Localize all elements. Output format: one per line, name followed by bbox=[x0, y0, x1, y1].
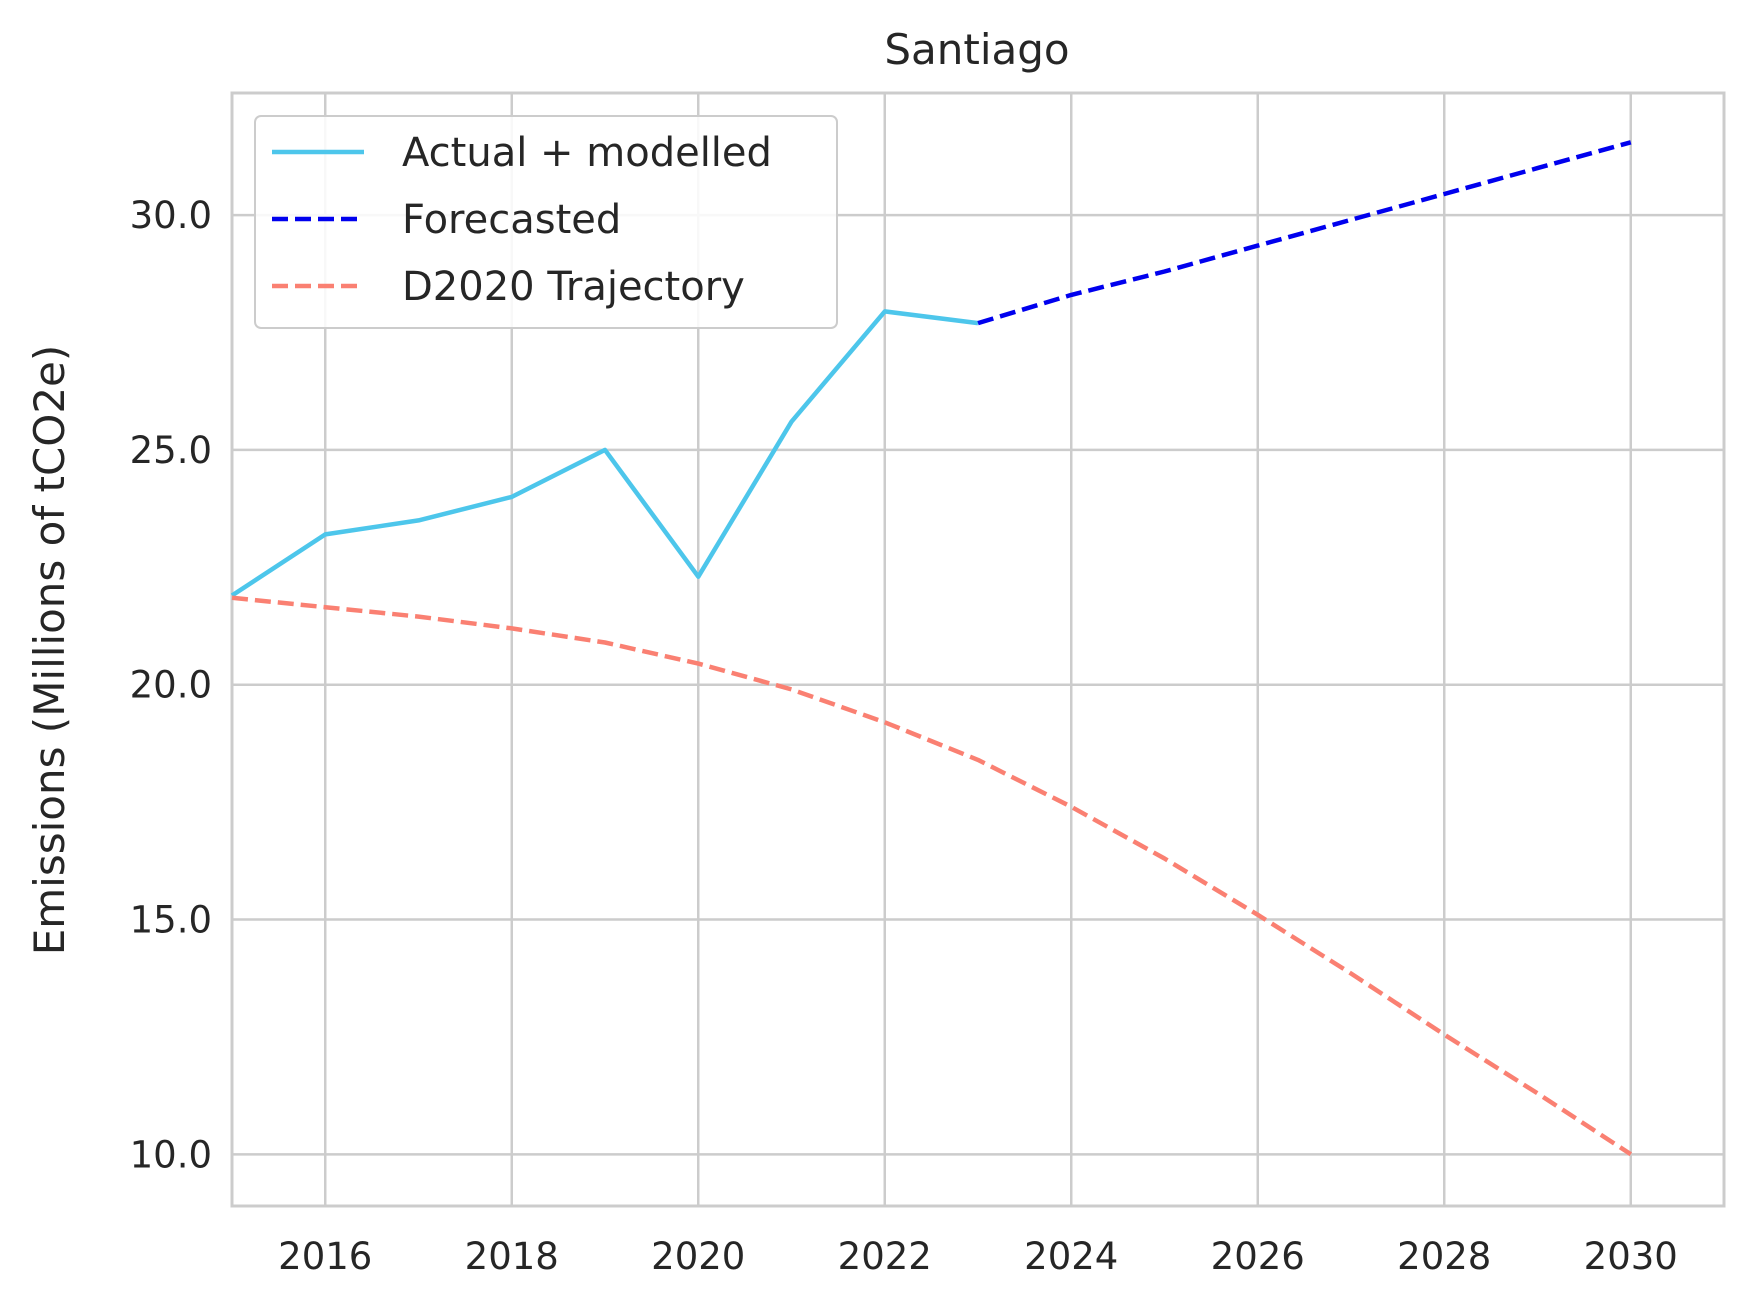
chart-title: Santiago bbox=[884, 25, 1069, 74]
series-line-3 bbox=[231, 595, 1633, 1157]
y-tick-label: 10.0 bbox=[130, 1133, 212, 1176]
x-tick-label: 2022 bbox=[838, 1235, 932, 1278]
x-axis-ticks: 2016 2018 2020 2022 2024 2026 2028 2030 bbox=[278, 1235, 1678, 1278]
x-tick-label: 2018 bbox=[465, 1235, 559, 1278]
y-tick-label: 15.0 bbox=[130, 899, 212, 942]
y-axis-label: Emissions (Millions of tCO2e) bbox=[25, 345, 74, 956]
y-axis-ticks: 10.0 15.0 20.0 25.0 30.0 bbox=[130, 194, 212, 1176]
x-tick-label: 2016 bbox=[278, 1235, 372, 1278]
plot-frame bbox=[230, 91, 1726, 1208]
x-tick-label: 2030 bbox=[1584, 1235, 1678, 1278]
series-line-2 bbox=[977, 140, 1632, 326]
series-layer bbox=[230, 140, 1633, 1157]
legend: Actual + modelled Forecasted D2020 Traject… bbox=[254, 115, 838, 329]
y-tick-label: 30.0 bbox=[130, 194, 212, 237]
legend-label: D2020 Trajectory bbox=[402, 264, 745, 310]
legend-box bbox=[254, 115, 838, 329]
legend-label: Forecasted bbox=[402, 197, 621, 243]
y-tick-label: 25.0 bbox=[130, 429, 212, 472]
y-tick-label: 20.0 bbox=[130, 664, 212, 707]
x-tick-label: 2020 bbox=[651, 1235, 745, 1278]
series-line-1 bbox=[230, 309, 979, 598]
x-tick-label: 2026 bbox=[1211, 1235, 1305, 1278]
x-tick-label: 2028 bbox=[1397, 1235, 1491, 1278]
x-tick-label: 2024 bbox=[1024, 1235, 1118, 1278]
legend-label: Actual + modelled bbox=[402, 130, 772, 176]
